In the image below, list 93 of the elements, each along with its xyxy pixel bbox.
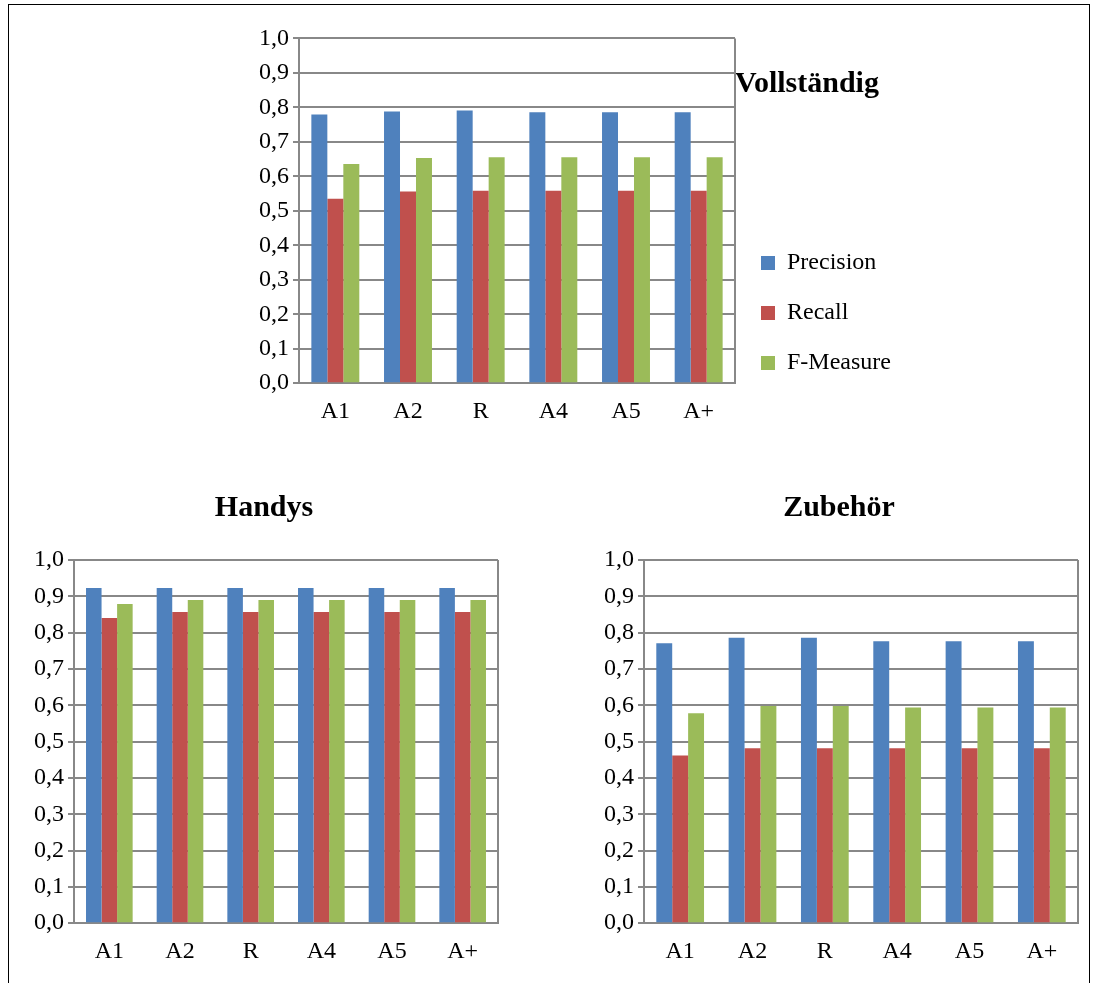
x-tick-label: A2: [393, 396, 423, 423]
bar: [816, 748, 833, 923]
x-tick-label: R: [242, 936, 259, 963]
bar: [674, 112, 691, 383]
bar: [800, 637, 817, 923]
bar: [977, 707, 994, 923]
y-tick-label: 0,2: [604, 835, 634, 862]
bar: [343, 163, 360, 383]
bar: [688, 713, 705, 923]
x-tick-label: A2: [165, 936, 195, 963]
bar: [706, 157, 723, 383]
y-tick-label: 0,8: [604, 617, 634, 644]
x-tick-label: A4: [306, 936, 337, 963]
bar: [545, 190, 562, 383]
y-tick-label: 0,3: [604, 799, 634, 826]
y-tick-label: 0,7: [259, 127, 289, 154]
y-tick-label: 0,9: [604, 581, 634, 608]
x-tick-label: R: [472, 396, 489, 423]
y-tick-label: 0,2: [259, 299, 289, 326]
y-tick-label: 0,5: [34, 726, 64, 753]
y-tick-label: 0,1: [259, 334, 289, 361]
x-tick-label: A5: [377, 936, 407, 963]
bar: [672, 755, 689, 923]
y-tick-label: 0,5: [259, 196, 289, 223]
x-tick-label: A5: [954, 936, 985, 963]
x-tick-label: A1: [320, 396, 351, 423]
x-tick-label: A2: [737, 936, 768, 963]
y-tick-label: 0,9: [34, 581, 64, 608]
y-tick-label: 0,6: [34, 690, 64, 717]
y-tick-label: 0,8: [34, 617, 64, 644]
bar: [690, 190, 707, 383]
bar: [889, 748, 906, 923]
bar: [400, 191, 416, 383]
bar: [384, 111, 401, 383]
chart-title: Zubehör: [783, 488, 895, 522]
bar: [760, 706, 777, 923]
y-tick-label: 0,0: [604, 908, 634, 935]
y-tick-label: 0,6: [259, 161, 289, 188]
x-tick-label: A4: [882, 936, 912, 963]
bar: [873, 641, 890, 923]
bar: [905, 707, 922, 923]
bar: [529, 112, 546, 383]
bar: [1049, 707, 1066, 923]
y-tick-label: 0,4: [604, 763, 634, 790]
bar: [327, 198, 344, 383]
x-tick-label: A+: [683, 396, 715, 423]
y-tick-label: 0,5: [604, 726, 634, 753]
chart-title: Handys: [214, 488, 314, 522]
y-tick-label: 0,6: [604, 690, 634, 717]
x-tick-label: R: [816, 936, 833, 963]
bar: [602, 112, 619, 383]
y-tick-label: 0,1: [34, 872, 64, 899]
x-tick-label: A4: [538, 396, 569, 423]
bar: [561, 157, 578, 383]
y-tick-label: 0,0: [34, 908, 64, 935]
bar: [728, 637, 745, 923]
legend-label: F-Measure: [787, 348, 891, 375]
bar: [415, 158, 432, 383]
y-tick-label: 0,9: [259, 58, 289, 85]
bar: [472, 190, 489, 383]
bar: [311, 114, 328, 383]
y-tick-label: 1,0: [34, 545, 64, 572]
bar: [633, 157, 650, 383]
x-tick-label: A+: [447, 936, 479, 963]
bar: [488, 157, 505, 383]
bar: [456, 110, 473, 383]
y-tick-label: 0,7: [604, 654, 634, 681]
bar: [744, 748, 761, 923]
x-tick-label: A+: [1026, 936, 1058, 963]
legend-label: Precision: [787, 248, 877, 275]
y-tick-label: 1,0: [259, 23, 289, 50]
y-tick-label: 1,0: [604, 545, 634, 572]
bar: [656, 643, 673, 923]
bar: [618, 190, 634, 383]
legend-label: Recall: [787, 298, 849, 325]
bar: [1033, 748, 1050, 923]
bar: [945, 641, 962, 923]
y-tick-label: 0,4: [259, 230, 289, 257]
x-tick-label: A5: [611, 396, 641, 423]
y-tick-label: 0,3: [34, 799, 64, 826]
text: Vollständig: [735, 64, 879, 98]
x-tick-label: A1: [665, 936, 695, 963]
y-tick-label: 0,1: [604, 872, 634, 899]
y-tick-label: 0,7: [34, 654, 64, 681]
y-tick-label: 0,2: [34, 835, 64, 862]
y-tick-label: 0,4: [34, 763, 64, 790]
x-tick-label: A1: [94, 936, 125, 963]
y-tick-label: 0,0: [259, 368, 289, 395]
bar: [1017, 641, 1034, 923]
bar: [832, 706, 849, 923]
bar: [961, 748, 978, 923]
y-tick-label: 0,8: [259, 92, 289, 119]
y-tick-label: 0,3: [259, 265, 289, 292]
